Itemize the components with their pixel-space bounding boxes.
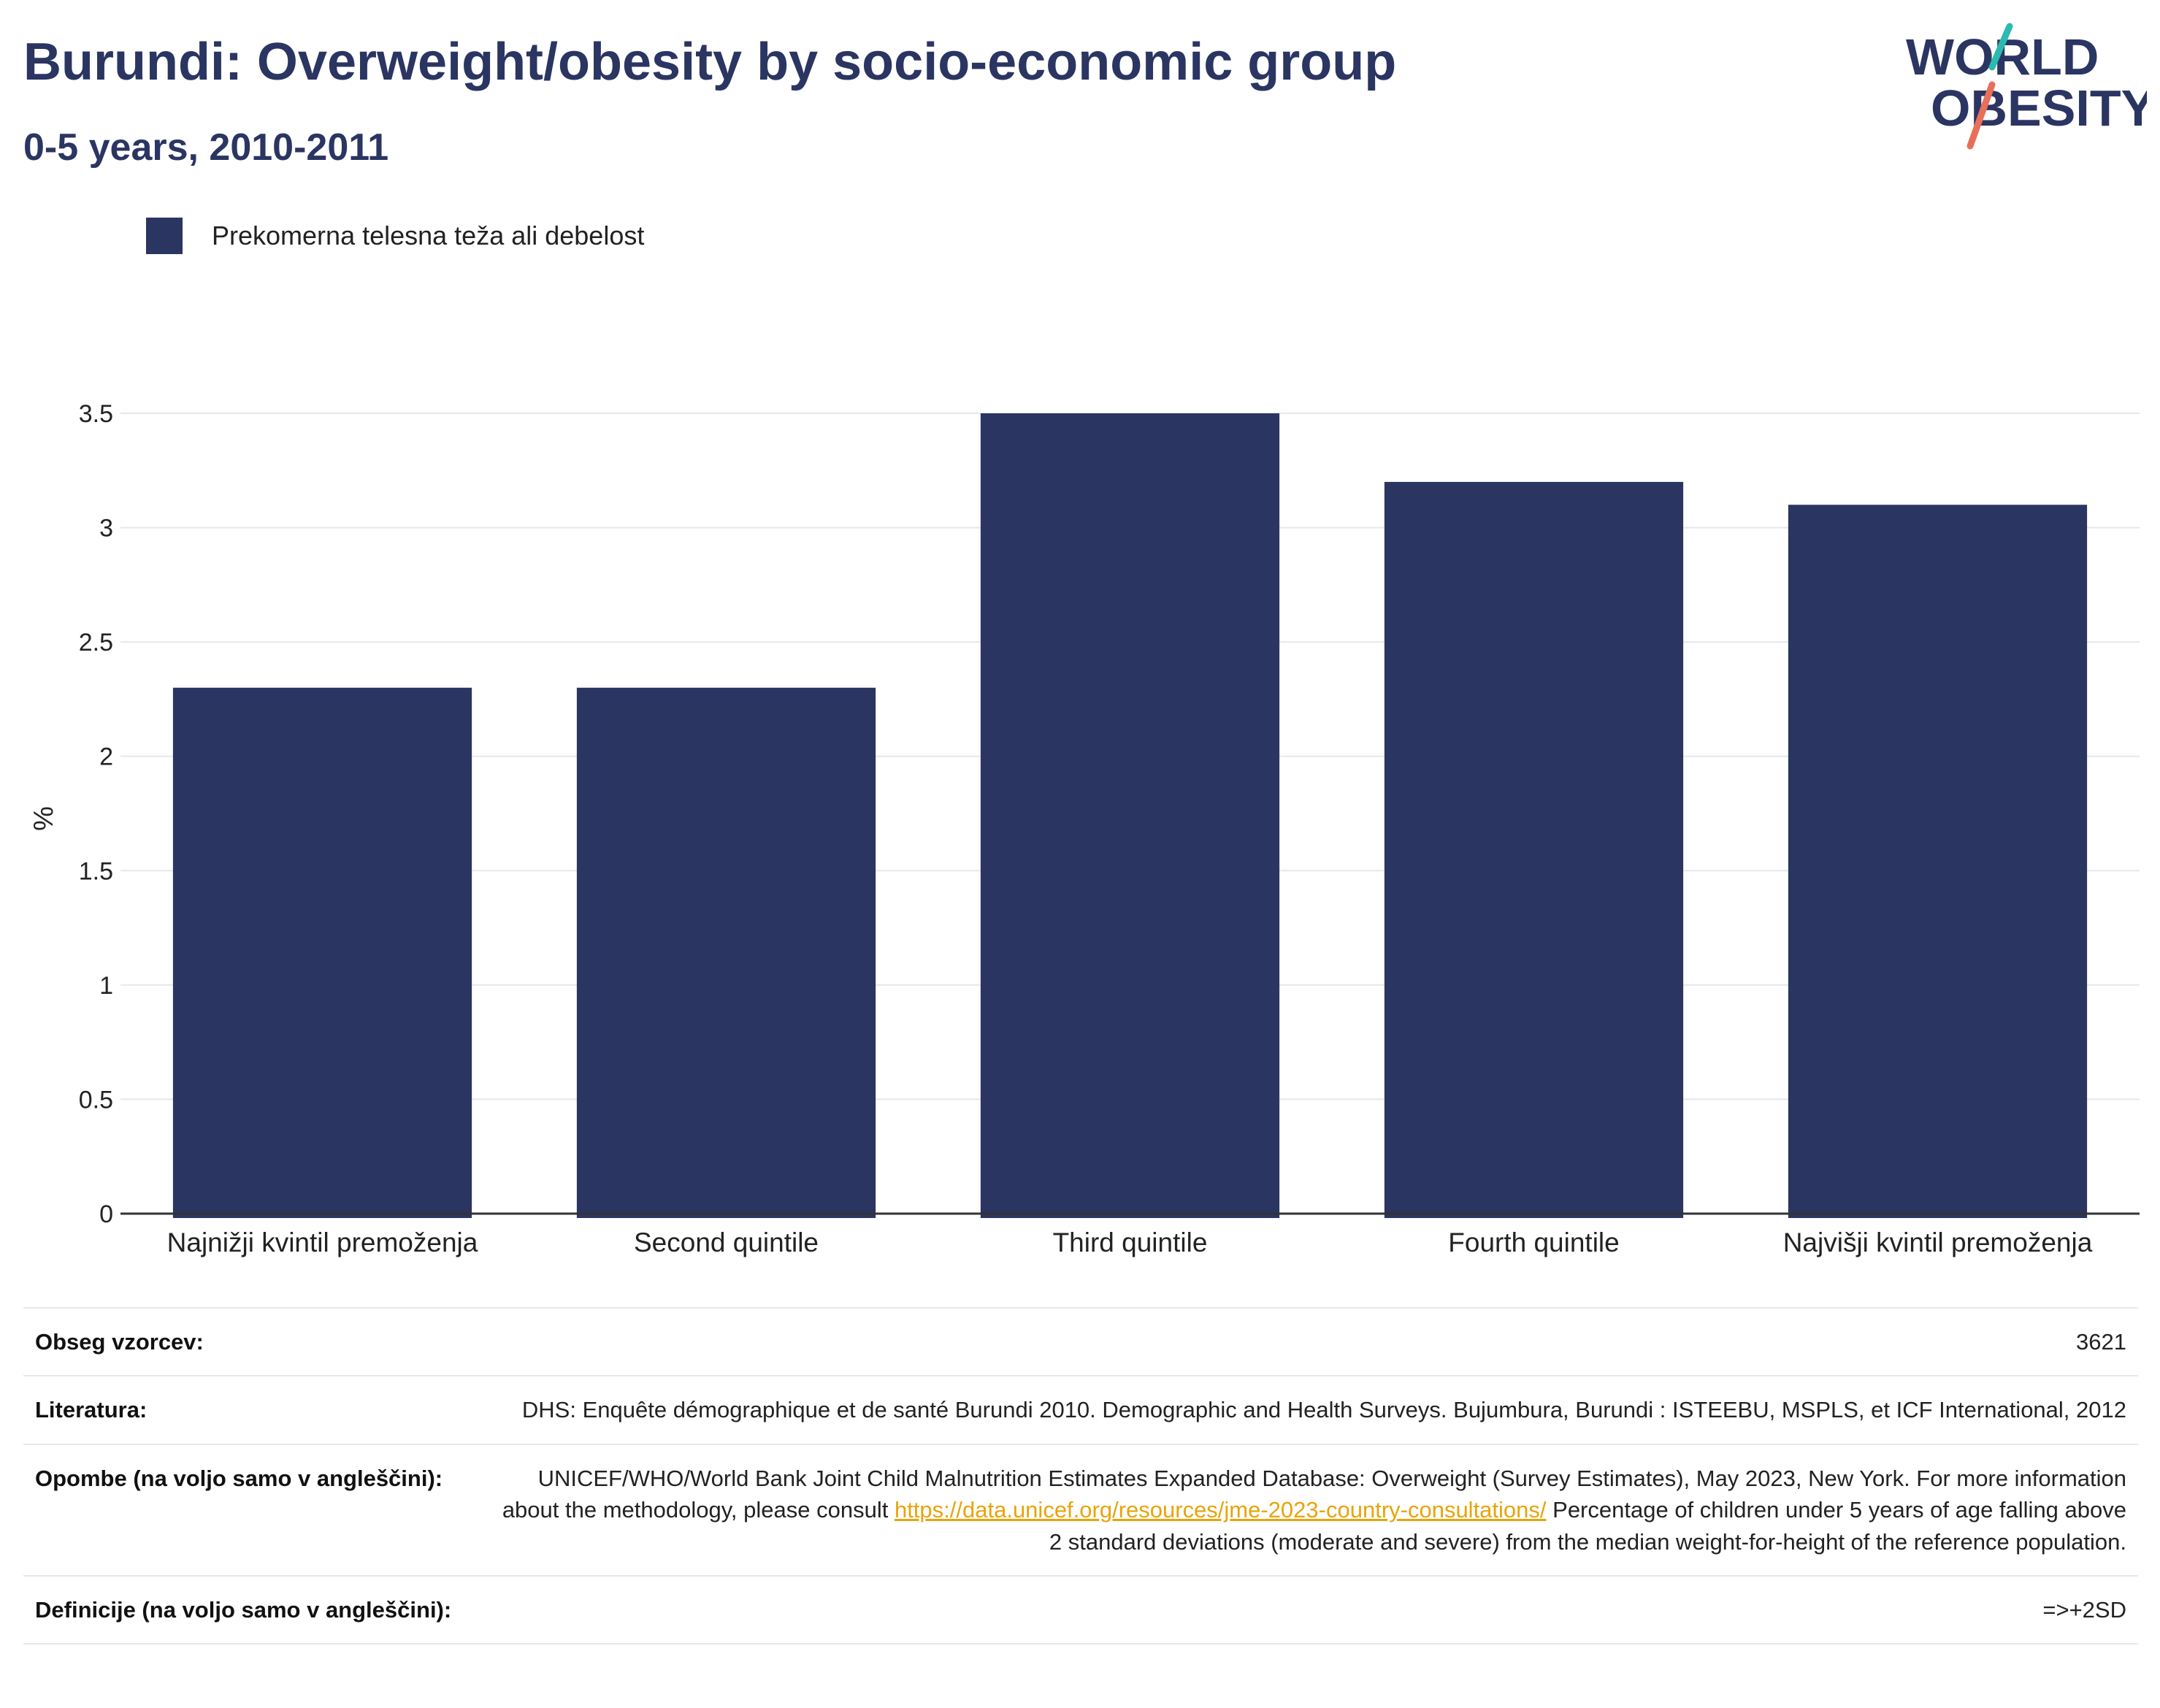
legend-swatch xyxy=(146,218,183,254)
meta-row-definitions: Definicije (na voljo samo v angleščini):… xyxy=(23,1574,2138,1645)
y-tick-label: 0 xyxy=(99,1200,113,1228)
x-tick-label: Najvišji kvintil premoženja xyxy=(1783,1228,2093,1257)
logo-line2: OBESITY xyxy=(1931,80,2147,137)
y-axis-title: % xyxy=(28,806,59,831)
legend-label: Prekomerna telesna teža ali debelost xyxy=(212,221,645,250)
logo-slash-teal xyxy=(1988,23,2013,71)
notes-text-post: Percentage of children under 5 years of … xyxy=(1049,1497,2126,1555)
x-tick-label: Third quintile xyxy=(1053,1228,1208,1257)
logo-slash-coral xyxy=(1966,81,1996,150)
y-tick-label: 0.5 xyxy=(79,1086,113,1114)
bar-chart: 0 0.5 1 1.5 2 2.5 3 3.5 Najnižji kvintil premože… xyxy=(28,400,2140,1257)
meta-key: Opombe (na voljo samo v angleščini): xyxy=(35,1465,443,1491)
meta-value: =>+2SD xyxy=(2042,1596,2126,1623)
x-tick-label: Najnižji kvintil premoženja xyxy=(167,1228,478,1257)
page-subtitle: 0-5 years, 2010-2011 xyxy=(23,126,389,169)
y-tick-label: 1 xyxy=(99,972,113,1000)
meta-key: Literatura: xyxy=(35,1397,148,1423)
page-title: Burundi: Overweight/obesity by socio-eco… xyxy=(23,33,1397,91)
x-tick-label: Fourth quintile xyxy=(1448,1228,1619,1257)
meta-row-notes: Opombe (na voljo samo v angleščini): UNI… xyxy=(23,1443,2138,1575)
y-tick-label: 1.5 xyxy=(79,857,113,885)
bar xyxy=(980,413,1280,1218)
meta-row-literature: Literatura: DHS: Enquête démographique e… xyxy=(23,1375,2138,1443)
chart-legend[interactable]: Prekomerna telesna teža ali debelost xyxy=(146,218,644,254)
meta-value: UNICEF/WHO/World Bank Joint Child Malnut… xyxy=(486,1463,2126,1558)
y-tick-label: 2.5 xyxy=(79,629,113,656)
notes-text-pre: UNICEF/WHO/World Bank Joint Child Malnut… xyxy=(502,1465,2126,1523)
meta-value: 3621 xyxy=(2076,1329,2126,1355)
methodology-link[interactable]: https://data.unicef.org/resources/jme-20… xyxy=(894,1497,1547,1523)
metadata-table: Obseg vzorcev: 3621 Literatura: DHS: Enq… xyxy=(23,1307,2138,1645)
bar xyxy=(576,687,876,1218)
meta-row-sample-size: Obseg vzorcev: 3621 xyxy=(23,1307,2138,1375)
world-obesity-logo: WORLD OBESITY xyxy=(1906,23,2147,150)
bar xyxy=(1788,505,2088,1218)
y-tick-label: 3.5 xyxy=(79,400,113,428)
y-tick-label: 3 xyxy=(99,515,113,543)
meta-value: DHS: Enquête démographique et de santé B… xyxy=(521,1397,2126,1423)
y-tick-label: 2 xyxy=(99,743,113,771)
x-tick-label: Second quintile xyxy=(634,1228,819,1257)
meta-key: Obseg vzorcev: xyxy=(35,1329,204,1355)
bar xyxy=(1384,481,1684,1218)
bar xyxy=(172,687,472,1218)
meta-key: Definicije (na voljo samo v angleščini): xyxy=(35,1596,452,1623)
